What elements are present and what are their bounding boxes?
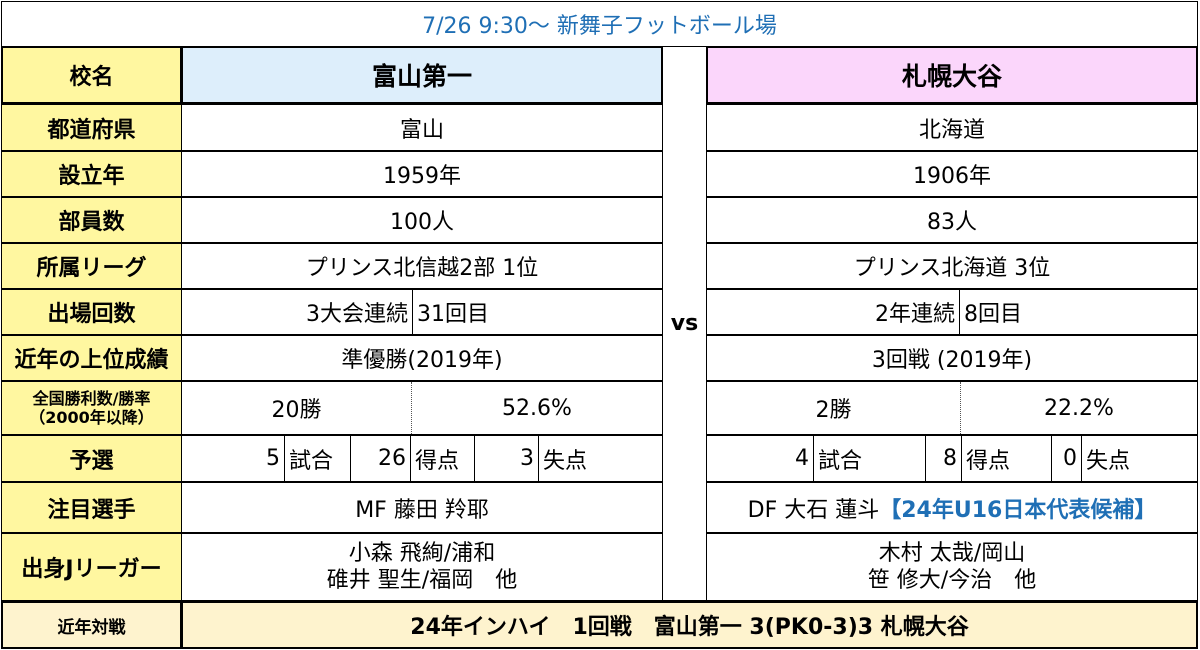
label-appearances: 出場回数 — [1, 289, 182, 335]
team-b-prefecture: 北海道 — [706, 104, 1198, 151]
team-a-appearances-count: 31回目 — [412, 290, 662, 334]
team-a-members: 100人 — [181, 197, 663, 243]
team-b-key-player-note: 【24年U16日本代表候補】 — [879, 497, 1157, 523]
label-best-result: 近年の上位成績 — [1, 335, 182, 381]
team-b-q-conceded: 0 — [1051, 436, 1081, 481]
team-a-prefecture: 富山 — [181, 104, 663, 151]
team-a-q-conceded: 3 — [474, 436, 538, 481]
team-b-members: 83人 — [706, 197, 1198, 243]
match-header: 7/26 9:30～ 新舞子フットボール場 — [1, 1, 1198, 47]
team-a-appearances: 3大会連続 31回目 — [181, 289, 663, 335]
team-a-founded: 1959年 — [181, 151, 663, 197]
team-a-qualifier: 5 試合 26 得点 3 失点 — [181, 435, 663, 482]
recent-match-result: 24年インハイ 1回戦 富山第一 3(PK0-3)3 札幌大谷 — [181, 601, 1198, 649]
team-b-best-result: 3回戦 (2019年) — [706, 335, 1198, 381]
team-a-q-games: 5 — [266, 446, 280, 471]
team-b-q-goals: 8 — [925, 436, 961, 481]
team-a-jleaguers: 小森 飛絢/浦和 碓井 聖生/福岡 他 — [181, 533, 663, 601]
team-a-q-goals-unit: 得点 — [410, 436, 474, 481]
vs-divider: vs — [662, 46, 707, 601]
label-members: 部員数 — [1, 197, 182, 243]
team-a-best-result: 準優勝(2019年) — [181, 335, 663, 381]
team-b-q-games: 4 — [795, 446, 809, 471]
label-national-record: 全国勝利数/勝率 （2000年以降） — [1, 381, 182, 435]
label-school: 校名 — [1, 46, 182, 104]
team-a-key-player: MF 藤田 羚耶 — [181, 482, 663, 533]
label-qualifier: 予選 — [1, 435, 182, 482]
label-national-record-line1: 全国勝利数/勝率 — [32, 389, 151, 408]
team-b-national-record: 2勝 22.2% — [706, 381, 1198, 435]
team-b-wins: 2勝 — [815, 398, 852, 423]
team-a-q-conceded-unit: 失点 — [538, 436, 662, 481]
team-b-jleaguers: 木村 太哉/岡山 笹 修大/今治 他 — [706, 533, 1198, 601]
team-a-jleaguers-line1: 小森 飛絢/浦和 — [348, 541, 496, 566]
team-b-q-goals-unit: 得点 — [961, 436, 1051, 481]
team-b-appearances: 2年連続 8回目 — [706, 289, 1198, 335]
label-league: 所属リーグ — [1, 243, 182, 289]
team-a-q-games-unit: 試合 — [284, 436, 350, 481]
team-b-appearances-streak: 2年連続 — [875, 302, 955, 327]
team-a-win-rate: 52.6% — [411, 382, 662, 434]
team-b-founded: 1906年 — [706, 151, 1198, 197]
label-recent-match: 近年対戦 — [1, 601, 182, 649]
team-a-key-player-name: MF 藤田 羚耶 — [355, 497, 489, 523]
team-b-q-conceded-unit: 失点 — [1081, 436, 1197, 481]
team-b-key-player-name: DF 大石 蓮斗 — [747, 497, 880, 523]
team-a-q-goals: 26 — [350, 436, 410, 481]
team-a-jleaguers-line2: 碓井 聖生/福岡 他 — [326, 568, 518, 593]
team-b-qualifier: 4 試合 8 得点 0 失点 — [706, 435, 1198, 482]
team-b-jleaguers-line2: 笹 修大/今治 他 — [867, 568, 1037, 593]
team-b-jleaguers-line1: 木村 太哉/岡山 — [878, 541, 1026, 566]
team-a-appearances-streak: 3大会連続 — [306, 302, 408, 327]
label-jleaguers: 出身Jリーガー — [1, 533, 182, 601]
team-a-wins: 20勝 — [271, 398, 322, 423]
team-b-name: 札幌大谷 — [706, 46, 1198, 104]
label-prefecture: 都道府県 — [1, 104, 182, 151]
team-b-league: プリンス北海道 3位 — [706, 243, 1198, 289]
team-b-q-games-unit: 試合 — [813, 436, 925, 481]
team-b-key-player: DF 大石 蓮斗 【24年U16日本代表候補】 — [706, 482, 1198, 533]
team-a-name: 富山第一 — [181, 46, 663, 104]
label-national-record-line2: （2000年以降） — [29, 408, 154, 427]
team-b-appearances-count: 8回目 — [959, 290, 1197, 334]
team-b-win-rate: 22.2% — [960, 382, 1197, 434]
team-a-league: プリンス北信越2部 1位 — [181, 243, 663, 289]
team-a-national-record: 20勝 52.6% — [181, 381, 663, 435]
label-founded: 設立年 — [1, 151, 182, 197]
label-key-player: 注目選手 — [1, 482, 182, 533]
